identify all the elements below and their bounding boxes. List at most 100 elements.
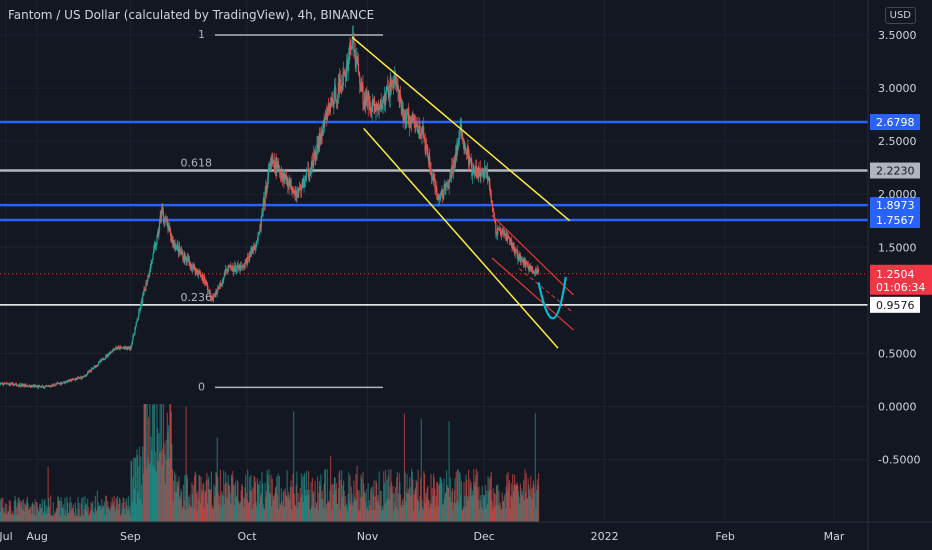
volume-bar: [39, 503, 41, 522]
volume-bar: [307, 471, 310, 522]
candle-body: [445, 184, 447, 189]
candle-body: [427, 147, 429, 157]
candle-body: [303, 183, 305, 187]
volume-bar: [148, 464, 150, 522]
volume-bar: [525, 473, 527, 522]
volume-bar: [167, 433, 169, 522]
volume-bar: [475, 475, 477, 522]
volume-bar: [220, 507, 222, 522]
candle-body: [37, 386, 39, 388]
candle-body: [523, 259, 525, 264]
candle-body: [485, 168, 487, 173]
volume-bar: [189, 494, 191, 522]
volume-bar: [438, 483, 441, 522]
volume-bar: [314, 480, 316, 522]
candle-body: [308, 175, 310, 178]
candle-body: [96, 365, 98, 366]
volume-bar: [510, 495, 512, 522]
price-tick-label: 2.5000: [878, 135, 917, 148]
candle-body: [278, 165, 280, 169]
volume-bar: [244, 487, 246, 522]
volume-bar: [31, 504, 33, 522]
candle-body: [140, 303, 142, 310]
volume-bar: [67, 512, 69, 522]
candle-body: [94, 365, 96, 367]
volume-bar: [191, 494, 194, 522]
volume-bar: [92, 501, 94, 522]
volume-bar: [254, 481, 257, 522]
volume-bar: [304, 472, 306, 522]
volume-bar: [290, 480, 292, 522]
candle-body: [267, 170, 269, 177]
candle-body: [319, 133, 321, 141]
volume-bar: [429, 508, 431, 522]
volume-bar: [2, 513, 5, 522]
volume-bar: [320, 474, 322, 522]
volume-bar: [249, 476, 251, 522]
volume-bar: [405, 492, 407, 522]
candle-body: [497, 229, 499, 231]
volume-bar: [90, 502, 92, 522]
volume-bar: [372, 495, 374, 522]
candle-body: [415, 124, 417, 128]
candle-body: [459, 125, 461, 136]
candle-body: [405, 117, 407, 124]
candle-body: [289, 178, 291, 185]
volume-bar: [37, 509, 39, 522]
candle-body: [116, 348, 119, 350]
candle-body: [13, 384, 15, 386]
volume-bar: [22, 509, 24, 522]
last-price-label: 1.2504: [876, 268, 915, 281]
candle-body: [155, 243, 157, 247]
candle-body: [41, 386, 43, 387]
candle-body: [156, 235, 158, 244]
candle-body: [238, 265, 240, 269]
volume-bar: [191, 482, 193, 522]
candle-body: [234, 265, 236, 272]
volume-bar: [80, 503, 82, 522]
volume-bar: [44, 499, 46, 522]
volume-bar: [258, 503, 260, 522]
candle-body: [203, 276, 205, 282]
volume-bar: [381, 510, 383, 522]
candle-body: [333, 99, 335, 108]
volume-bar: [392, 510, 395, 522]
volume-bar: [250, 474, 252, 522]
candle-body: [372, 99, 374, 103]
volume-bar: [491, 501, 493, 522]
candle-body: [533, 272, 535, 274]
candle-body: [135, 322, 137, 326]
volume-bar: [15, 507, 17, 522]
volume-bar: [398, 493, 400, 522]
candle-body: [172, 240, 174, 244]
volume-bar: [66, 502, 69, 522]
volume-bar: [407, 493, 409, 522]
candle-body: [394, 75, 396, 84]
volume-bar: [277, 473, 279, 522]
volume-bar: [226, 498, 229, 522]
volume-bar: [271, 506, 273, 522]
candle-body: [537, 269, 540, 271]
candle-body: [382, 96, 384, 104]
candle-body: [263, 198, 265, 203]
candle-body: [241, 267, 244, 268]
candle-body: [353, 36, 355, 52]
candle-body: [75, 378, 77, 379]
candle-body: [228, 265, 231, 267]
volume-bar: [327, 502, 329, 522]
volume-bar: [456, 500, 458, 522]
candle-body: [432, 173, 434, 181]
candle-body: [506, 234, 508, 241]
candle-body: [370, 111, 373, 113]
candle-body: [369, 102, 371, 111]
volume-bar: [476, 487, 478, 522]
time-tick-label: Aug: [26, 530, 47, 543]
candle-body: [473, 170, 475, 174]
currency-button[interactable]: USD: [884, 7, 916, 24]
candle-body: [167, 224, 169, 231]
volume-bar: [352, 502, 354, 522]
candle-body: [357, 63, 360, 73]
candle-body: [26, 385, 28, 387]
candle-body: [356, 57, 358, 61]
